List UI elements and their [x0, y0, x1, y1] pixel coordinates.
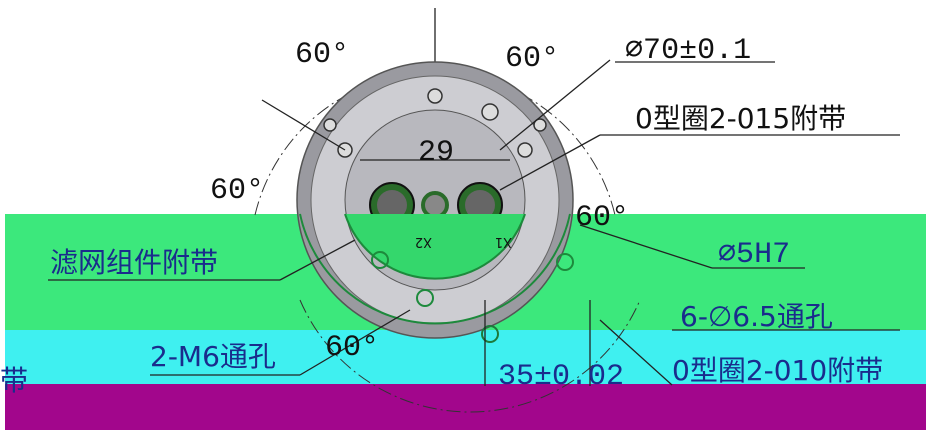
angle-label: 60°: [575, 201, 629, 235]
angle-label: 60°: [325, 331, 379, 365]
connector-label: X1: [495, 234, 512, 249]
angle-label: 60°: [295, 38, 349, 72]
connector-label: X2: [415, 234, 432, 249]
oring-small-label: 0型圈2-010附带: [672, 354, 883, 387]
leaders: [48, 59, 900, 386]
angle-label: 60°: [505, 42, 559, 76]
oring-label: 0型圈2-015附带: [635, 102, 846, 135]
diameter-label: ∅70±0.1: [625, 34, 751, 68]
through-holes-label: 6-∅6.5通孔: [680, 300, 833, 333]
center-distance-label: 35±0.02: [498, 360, 624, 394]
angle-label: 60°: [210, 174, 264, 208]
fragment-text: 带: [0, 364, 28, 397]
spacing-label: 29: [418, 136, 454, 170]
filter-label: 滤网组件附带: [50, 246, 218, 279]
pin-hole-label: ∅5H7: [718, 238, 790, 272]
thread-holes-label: 2-M6通孔: [150, 340, 276, 373]
construction-arc: [299, 299, 641, 413]
band-purple: [5, 384, 926, 430]
band-cyan: [5, 330, 926, 386]
bolt-holes: [323, 88, 547, 158]
flange-lower: [299, 213, 574, 343]
